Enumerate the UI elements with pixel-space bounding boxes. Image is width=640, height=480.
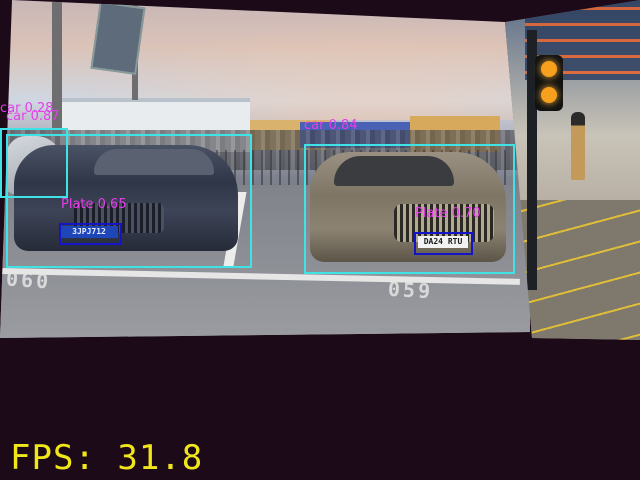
car-detection-box [0,128,68,198]
traffic-pole [527,30,537,290]
windshield [334,156,454,186]
signal-lamp [541,61,557,77]
pedestrian [571,112,585,180]
grille [394,204,494,242]
car-detection-box [304,144,515,274]
car-confidence-label: car 0.84 [304,118,358,133]
car-confidence-label: car 0.28 [0,101,54,116]
car-confidence-label: car 0.87 [6,109,60,124]
lamp-pole [52,0,62,135]
car-detection-box [6,134,252,268]
ground-number: 059 [387,276,434,304]
car-champagne [310,152,506,262]
plate-confidence-label: Plate 0.65 [61,197,127,212]
license-plate: 3JPJ712 [60,226,118,238]
street-sign [90,1,146,75]
plate-detection-box [59,223,122,245]
fps-counter: FPS: 31.8 [10,438,204,478]
windshield [94,149,214,175]
plate-detection-box [414,232,473,255]
ground-number: 060 [5,266,52,294]
signal-lamp [541,87,557,103]
plate-confidence-label: Plate 0.70 [415,206,481,221]
parking-lot-photo: 060 059 3JPJ712 DA24 RTU [0,0,530,338]
traffic-light [535,55,563,111]
license-plate: DA24 RTU [418,236,468,248]
